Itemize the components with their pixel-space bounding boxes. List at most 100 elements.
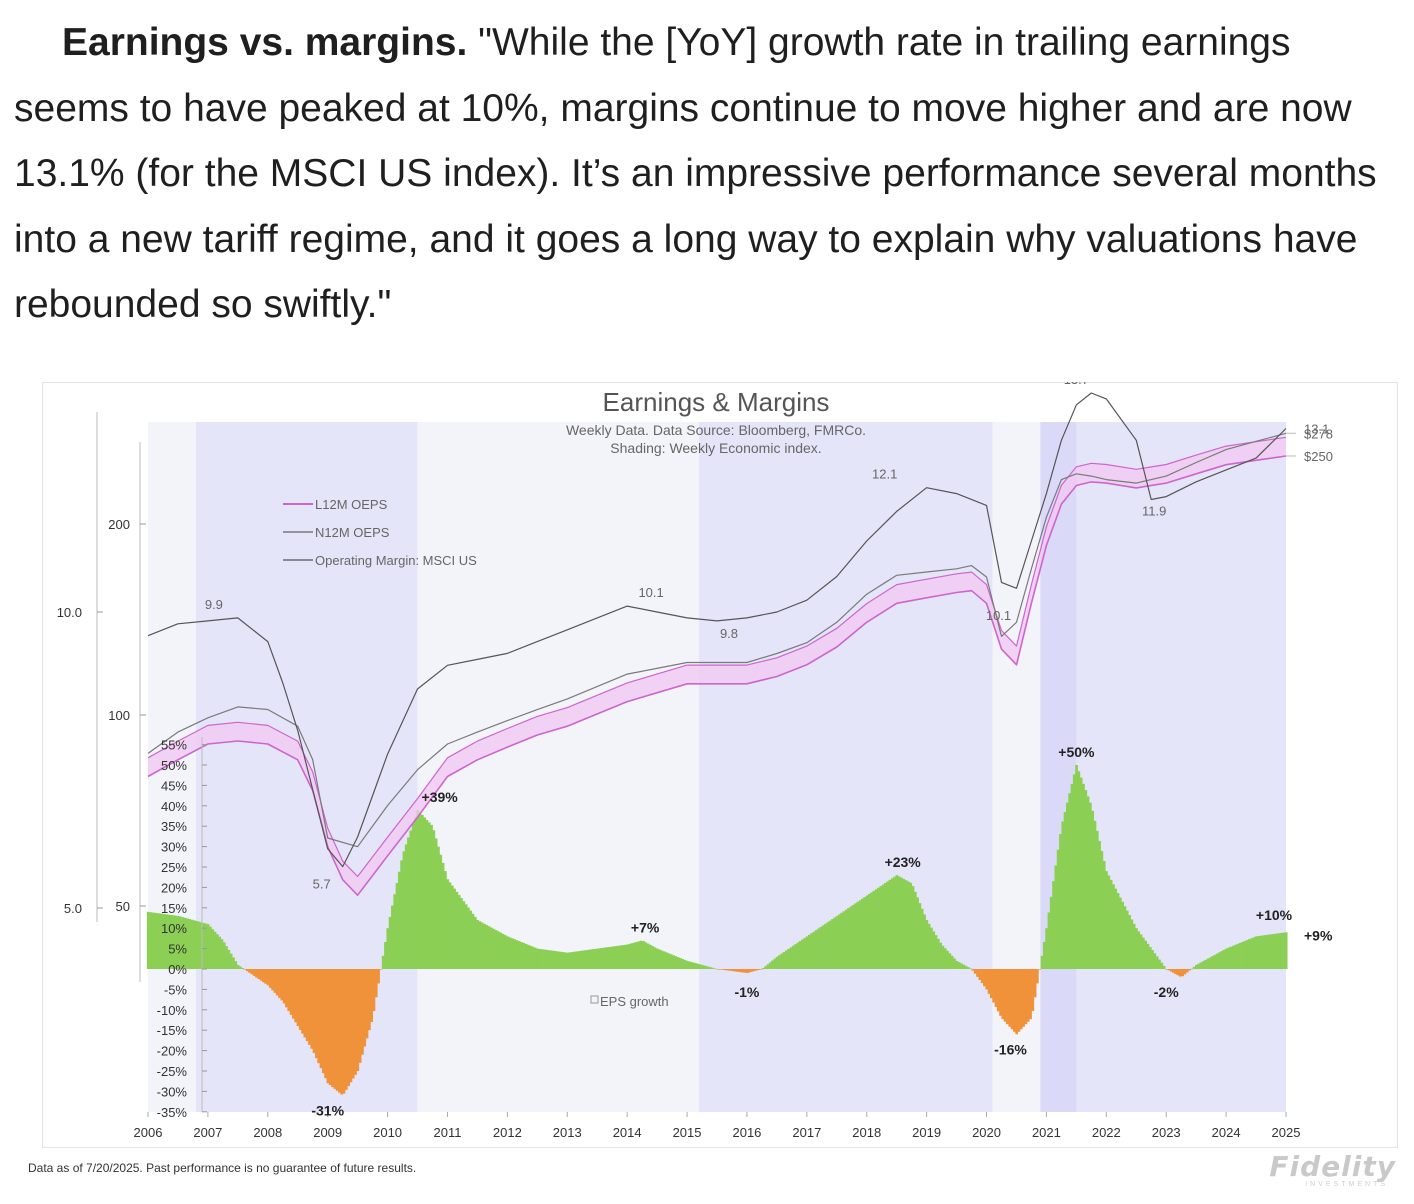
eps-growth-bar <box>614 946 618 969</box>
eps-growth-bar <box>575 951 579 969</box>
eps-growth-bar <box>1153 953 1157 969</box>
eps-growth-bar <box>460 898 463 969</box>
eps-growth-bar <box>672 955 675 969</box>
eps-growth-bar <box>1185 969 1189 973</box>
eps-growth-bar <box>1135 928 1138 969</box>
chart-legend: L12M OEPS N12M OEPS Operating Margin: MS… <box>283 497 669 1009</box>
eps-growth-bar <box>722 969 726 970</box>
eps-growth-bar <box>315 969 318 1059</box>
eps-growth-bar <box>255 969 258 978</box>
eps-growth-bar <box>1116 893 1120 969</box>
eps-growth-bar <box>1151 950 1154 969</box>
eps-growth-bar <box>1266 934 1270 969</box>
eps-growth-bar <box>699 964 703 969</box>
eps-growth-bar <box>264 969 268 984</box>
eps-growth-bar <box>1206 958 1210 969</box>
margin-annotation: 9.8 <box>720 626 738 641</box>
margin-tick-label: 10.0 <box>57 605 82 620</box>
margin-annotation: 11.9 <box>1142 504 1166 519</box>
eps-growth-bar <box>803 937 807 969</box>
eps-growth-bar <box>1029 969 1032 1020</box>
eps-growth-bar <box>796 942 800 969</box>
growth-tick-label: 35% <box>161 819 187 834</box>
x-tick-label: 2021 <box>1032 1125 1061 1140</box>
eps-growth-bar <box>727 969 731 971</box>
fidelity-logo: Fidelity <box>1269 1150 1396 1183</box>
eps-growth-bar <box>515 940 519 969</box>
eps-growth-bar <box>1091 810 1095 969</box>
margin-annotation: 10.1 <box>638 585 663 600</box>
eps-growth-bar <box>358 969 362 1063</box>
eps-growth-bar <box>980 969 984 984</box>
eps-growth-bar <box>616 945 620 969</box>
x-tick-label: 2009 <box>313 1125 342 1140</box>
eps-growth-bar <box>1146 943 1150 969</box>
eps-growth-bar <box>561 952 565 969</box>
x-tick-label: 2020 <box>972 1125 1001 1140</box>
eps-growth-bar <box>536 948 539 969</box>
eps-growth-bar <box>384 942 387 969</box>
eps-growth-bar <box>167 914 171 969</box>
eps-growth-bar <box>1148 947 1152 969</box>
eps-growth-bar <box>257 969 261 980</box>
eps-growth-bar <box>197 921 201 969</box>
eps-growth-bar <box>865 895 869 969</box>
eps-growth-bar <box>206 924 210 969</box>
eps-growth-bar <box>1201 961 1205 969</box>
eps-growth-bar <box>215 934 219 969</box>
eps-growth-bar <box>379 969 383 970</box>
eps-growth-bar <box>884 883 887 969</box>
eps-growth-bar <box>860 898 864 969</box>
eps-growth-bar <box>1026 969 1030 1022</box>
eps-growth-bar <box>220 939 224 969</box>
eps-growth-bar <box>879 886 883 969</box>
eps-growth-bar <box>1190 968 1194 970</box>
growth-tick-label: -20% <box>157 1044 188 1059</box>
eps-growth-bar <box>513 939 516 969</box>
growth-tick-label: 50% <box>161 758 187 773</box>
eps-growth-bar <box>863 897 866 969</box>
eps-growth-bar <box>658 949 661 969</box>
eps-growth-bar <box>920 908 924 969</box>
eps-growth-bar <box>867 893 871 969</box>
eps-growth-bar <box>204 923 208 969</box>
eps-tick-label: 200 <box>108 517 130 532</box>
eps-growth-bar <box>955 960 959 969</box>
eps-growth-bar <box>1250 938 1253 969</box>
growth-annotation: +7% <box>631 919 660 935</box>
eps-growth-bar <box>851 904 855 969</box>
eps-growth-bar <box>1114 888 1118 969</box>
eps-growth-bar <box>778 955 781 969</box>
chart-axes: 2006 2007 2008 2009 2010 2011 2012 2013 2014 2015… <box>57 412 1300 1140</box>
eps-growth-bar <box>642 941 645 969</box>
eps-growth-bar <box>681 958 684 969</box>
eps-growth-bar <box>494 930 498 969</box>
eps-growth-bar <box>734 969 737 972</box>
eps-growth-bar <box>1024 969 1028 1025</box>
eps-growth-bar <box>446 879 450 969</box>
eps-growth-bar <box>814 930 818 969</box>
eps-growth-bar <box>423 817 426 969</box>
eps-growth-bar <box>349 969 353 1083</box>
eps-growth-bar <box>547 950 551 969</box>
eps-growth-bar <box>471 913 475 969</box>
eps-growth-bar <box>365 969 369 1039</box>
eps-growth-bar <box>1257 936 1260 969</box>
eps-growth-bar <box>338 969 341 1093</box>
eps-growth-bar <box>748 969 751 973</box>
eps-growth-bar <box>490 927 493 969</box>
growth-annotation: +39% <box>422 789 459 805</box>
eps-growth-bar <box>250 969 254 975</box>
eps-growth-bar <box>328 969 332 1086</box>
eps-growth-bar <box>1112 884 1115 969</box>
eps-growth-bar <box>1254 936 1258 969</box>
margin-annotation: 13.7 <box>1064 382 1089 387</box>
eps-growth-bar <box>1128 915 1131 969</box>
growth-tick-label: 25% <box>161 860 187 875</box>
eps-growth-bar <box>1056 849 1060 969</box>
eps-growth-bar <box>400 860 403 969</box>
eps-growth-bar <box>983 969 986 987</box>
eps-growth-bar <box>1022 969 1025 1027</box>
eps-growth-bar <box>1098 840 1101 969</box>
eps-growth-bar <box>923 914 926 969</box>
